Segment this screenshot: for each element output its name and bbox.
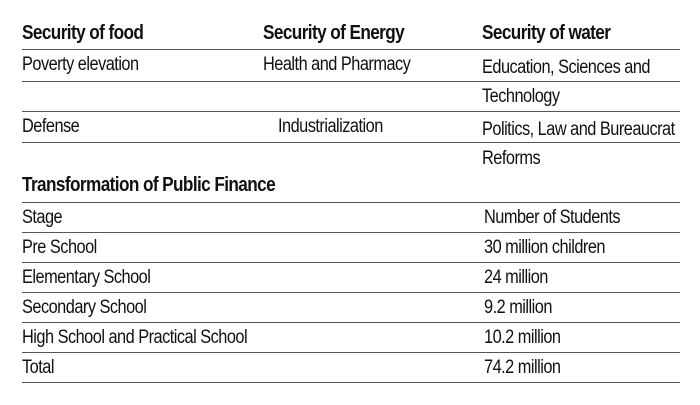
section-title: Transformation of Public Finance — [22, 174, 276, 196]
header-energy: Security of Energy — [263, 22, 405, 44]
table-cell: 10.2 million — [484, 327, 561, 348]
table-cell: 24 million — [484, 267, 548, 288]
table-cell: Health and Pharmacy — [263, 54, 411, 75]
header-food: Security of food — [22, 22, 144, 44]
row-divider — [22, 142, 680, 143]
table-cell: 74.2 million — [484, 357, 561, 378]
table-row-total: Total 74.2 million — [22, 353, 680, 383]
table-row: High School and Practical School 10.2 mi… — [22, 323, 680, 353]
table-row: Secondary School 9.2 million — [22, 293, 680, 323]
table-cell: Industrialization — [278, 116, 383, 137]
table-row: Elementary School 24 million — [22, 263, 680, 293]
table-cell: High School and Practical School — [22, 327, 248, 348]
top-table-header-row: Security of food Security of Energy Secu… — [22, 18, 680, 50]
table-cell: Poverty elevation — [22, 54, 139, 75]
table-cell: Secondary School — [22, 297, 147, 318]
row-divider — [22, 50, 680, 82]
section-title-row: Transformation of Public Finance — [22, 172, 680, 203]
document-table: Security of food Security of Energy Secu… — [22, 18, 680, 383]
top-table-row: Poverty elevation Health and Pharmacy Ed… — [22, 50, 680, 112]
row-divider — [22, 111, 680, 112]
table-cell: 30 million children — [484, 237, 606, 258]
table-cell: Education, Sciences and Technology — [482, 57, 651, 107]
header-water: Security of water — [482, 22, 611, 44]
table-cell: Politics, Law and Bureaucrat Reforms — [482, 119, 675, 169]
table-cell: Pre School — [22, 237, 97, 258]
table-row: Pre School 30 million children — [22, 233, 680, 263]
table-cell: Total — [22, 357, 54, 378]
bottom-table-header-row: Stage Number of Students — [22, 203, 680, 233]
header-stage: Stage — [22, 207, 63, 228]
header-number-of-students: Number of Students — [484, 207, 621, 228]
table-cell: Elementary School — [22, 267, 151, 288]
top-table-row: Defense Industrialization Politics, Law … — [22, 112, 680, 172]
table-cell: 9.2 million — [484, 297, 552, 318]
table-cell: Defense — [22, 116, 80, 137]
